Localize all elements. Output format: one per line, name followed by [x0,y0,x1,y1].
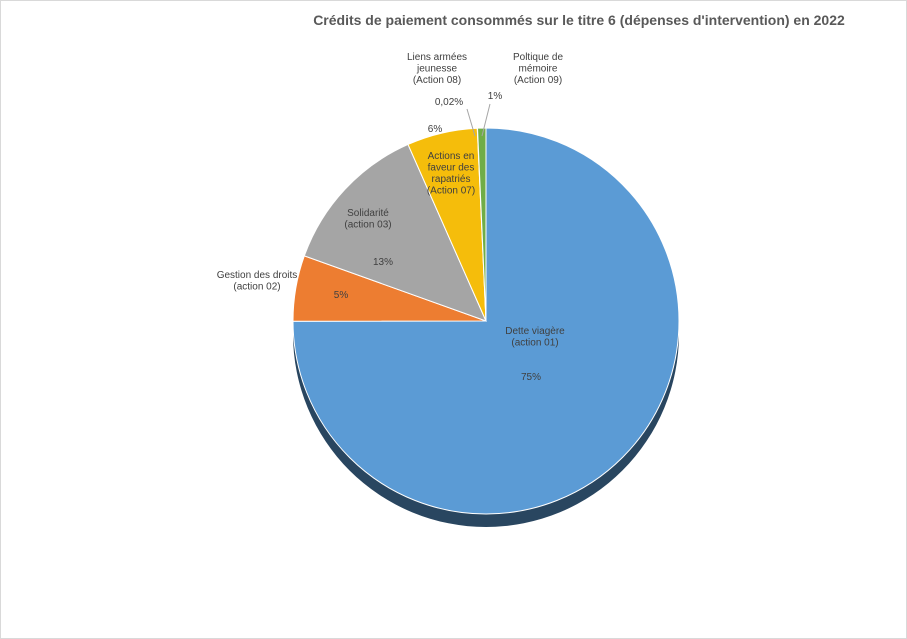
slice-label-line: mémoire [519,64,558,75]
slice-labels: Dette viagère (action 01) 75% Gestion des d… [217,52,565,383]
pie-slice-2 [303,143,487,322]
slice-label-liens: Liens armées jeunesse (Action 08) [407,52,467,86]
slice-pct-liens: 0,02% [435,97,463,108]
slice-label-line: (action 01) [511,338,558,349]
slice-label-line: faveur des [428,163,475,174]
slice-label-gestion: Gestion des droits (action 02) [217,270,298,293]
leader-line-memoire [481,103,491,137]
slice-label-line: rapatriés [432,174,471,185]
slice-label-line: Dette viagère [505,326,565,337]
pie-slice-5 [476,127,487,322]
slice-label-line: Actions en [428,151,475,162]
slice-label-line: (Action 09) [514,75,562,86]
slice-label-line: (Action 08) [413,75,461,86]
pie-slices [292,127,680,515]
slice-label-line: Solidarité [347,208,389,219]
slice-label-memoire: Poltique de mémoire (Action 09) [513,52,563,86]
slice-label-line: (action 03) [344,220,391,231]
chart-title: Crédits de paiement consommés sur le tit… [313,12,845,28]
slice-pct-memoire: 1% [488,91,503,102]
slice-label-solidarite: Solidarité (action 03) [344,208,391,231]
slice-label-line: jeunesse [416,64,457,75]
slice-pct-dette: 75% [521,372,541,383]
leader-lines [466,103,491,137]
slice-label-line: Gestion des droits [217,270,298,281]
slice-label-line: (Action 07) [427,186,475,197]
slice-label-line: Liens armées [407,52,467,63]
slice-label-dette: Dette viagère (action 01) [505,326,565,349]
slice-pct-rapatries: 6% [428,124,443,135]
slice-label-line: (action 02) [233,282,280,293]
pie-slice-0 [292,127,680,515]
slice-pct-solidarite: 13% [373,257,393,268]
slice-label-line: Poltique de [513,52,563,63]
slice-label-rapatries: Actions en faveur des rapatriés (Action 07) [427,151,475,197]
leader-line-liens [466,108,476,137]
slice-pct-gestion: 5% [334,290,349,301]
